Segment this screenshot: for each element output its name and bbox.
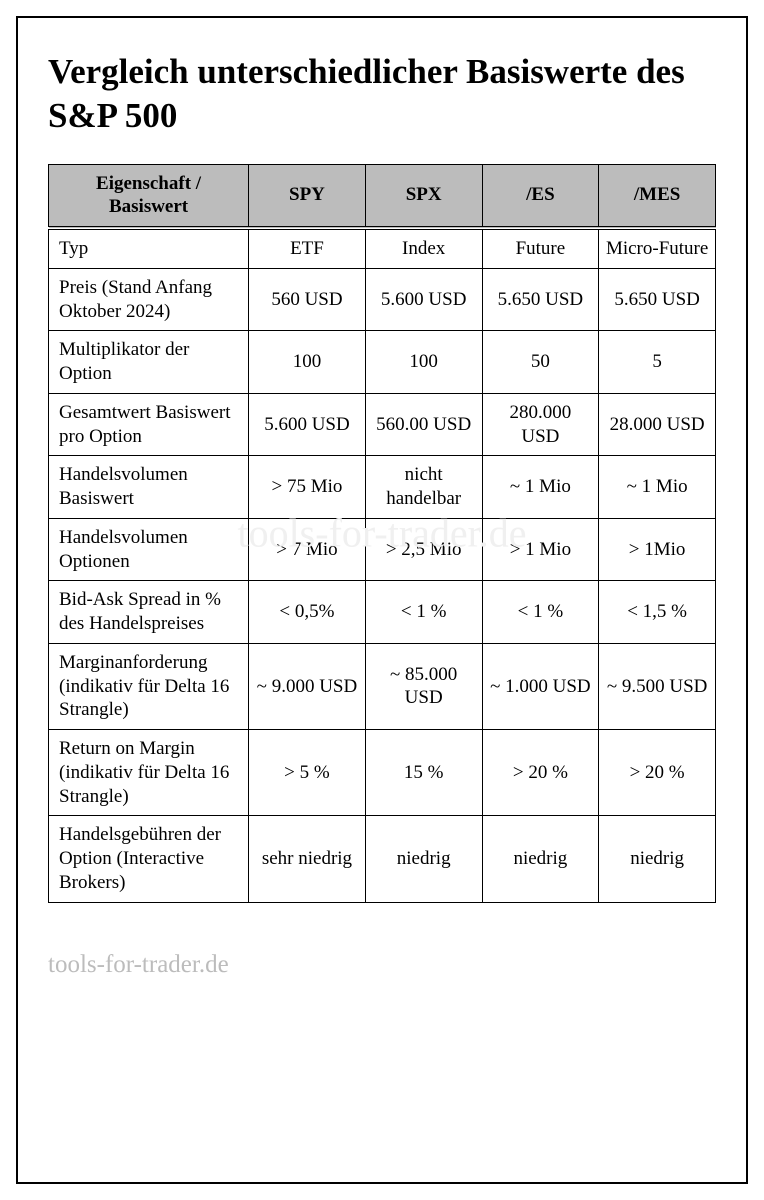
header-col-es: /ES — [482, 164, 599, 228]
table-row: Handelsgebühren der Option (Interactive … — [49, 816, 716, 902]
row-label: Gesamtwert Basiswert pro Option — [49, 393, 249, 456]
row-label: Typ — [49, 228, 249, 268]
table-row: Preis (Stand Anfang Oktober 2024)560 USD… — [49, 268, 716, 331]
table-container: tools-for-trader.de Eigenschaft / Basisw… — [48, 164, 716, 903]
page-title: Vergleich unterschiedlicher Basiswerte d… — [48, 50, 716, 138]
cell-value: 15 % — [365, 730, 482, 816]
table-row: Gesamtwert Basiswert pro Option5.600 USD… — [49, 393, 716, 456]
cell-value: 5.650 USD — [599, 268, 716, 331]
cell-value: 28.000 USD — [599, 393, 716, 456]
cell-value: Index — [365, 228, 482, 268]
cell-value: 5.650 USD — [482, 268, 599, 331]
cell-value: 5 — [599, 331, 716, 394]
document-frame: Vergleich unterschiedlicher Basiswerte d… — [16, 16, 748, 1184]
table-row: Handelsvolumen Basiswert> 75 Mionicht ha… — [49, 456, 716, 519]
cell-value: < 1,5 % — [599, 581, 716, 644]
cell-value: > 20 % — [599, 730, 716, 816]
cell-value: sehr niedrig — [249, 816, 366, 902]
row-label: Handelsvolumen Basiswert — [49, 456, 249, 519]
row-label: Bid-Ask Spread in % des Handelspreises — [49, 581, 249, 644]
cell-value: niedrig — [482, 816, 599, 902]
cell-value: nicht handelbar — [365, 456, 482, 519]
header-property: Eigenschaft / Basiswert — [49, 164, 249, 228]
cell-value: 5.600 USD — [365, 268, 482, 331]
cell-value: > 7 Mio — [249, 518, 366, 581]
cell-value: ~ 1.000 USD — [482, 643, 599, 729]
cell-value: > 20 % — [482, 730, 599, 816]
cell-value: < 0,5% — [249, 581, 366, 644]
row-label: Marginanforderung (indikativ für Delta 1… — [49, 643, 249, 729]
table-row: Multiplikator der Option100100505 — [49, 331, 716, 394]
row-label: Return on Margin (indikativ für Delta 16… — [49, 730, 249, 816]
cell-value: Future — [482, 228, 599, 268]
row-label: Preis (Stand Anfang Oktober 2024) — [49, 268, 249, 331]
cell-value: ~ 1 Mio — [482, 456, 599, 519]
cell-value: < 1 % — [365, 581, 482, 644]
row-label: Handelsvolumen Optionen — [49, 518, 249, 581]
footer-link: tools-for-trader.de — [48, 951, 716, 979]
cell-value: ETF — [249, 228, 366, 268]
cell-value: > 75 Mio — [249, 456, 366, 519]
cell-value: < 1 % — [482, 581, 599, 644]
header-col-mes: /MES — [599, 164, 716, 228]
row-label: Multiplikator der Option — [49, 331, 249, 394]
header-col-spx: SPX — [365, 164, 482, 228]
table-row: Bid-Ask Spread in % des Handelspreises< … — [49, 581, 716, 644]
cell-value: > 5 % — [249, 730, 366, 816]
cell-value: 5.600 USD — [249, 393, 366, 456]
cell-value: niedrig — [365, 816, 482, 902]
comparison-table: Eigenschaft / Basiswert SPY SPX /ES /MES… — [48, 164, 716, 903]
cell-value: ~ 1 Mio — [599, 456, 716, 519]
table-row: Return on Margin (indikativ für Delta 16… — [49, 730, 716, 816]
table-row: TypETFIndexFutureMicro-Future — [49, 228, 716, 268]
cell-value: ~ 9.000 USD — [249, 643, 366, 729]
table-body: TypETFIndexFutureMicro-FuturePreis (Stan… — [49, 228, 716, 902]
cell-value: 560 USD — [249, 268, 366, 331]
table-row: Marginanforderung (indikativ für Delta 1… — [49, 643, 716, 729]
cell-value: Micro-Future — [599, 228, 716, 268]
cell-value: 560.00 USD — [365, 393, 482, 456]
cell-value: 280.000 USD — [482, 393, 599, 456]
cell-value: 50 — [482, 331, 599, 394]
cell-value: > 1 Mio — [482, 518, 599, 581]
cell-value: > 1Mio — [599, 518, 716, 581]
cell-value: ~ 85.000 USD — [365, 643, 482, 729]
table-row: Handelsvolumen Optionen> 7 Mio> 2,5 Mio>… — [49, 518, 716, 581]
cell-value: > 2,5 Mio — [365, 518, 482, 581]
table-header-row: Eigenschaft / Basiswert SPY SPX /ES /MES — [49, 164, 716, 228]
cell-value: 100 — [249, 331, 366, 394]
cell-value: niedrig — [599, 816, 716, 902]
cell-value: ~ 9.500 USD — [599, 643, 716, 729]
header-col-spy: SPY — [249, 164, 366, 228]
cell-value: 100 — [365, 331, 482, 394]
row-label: Handelsgebühren der Option (Interactive … — [49, 816, 249, 902]
